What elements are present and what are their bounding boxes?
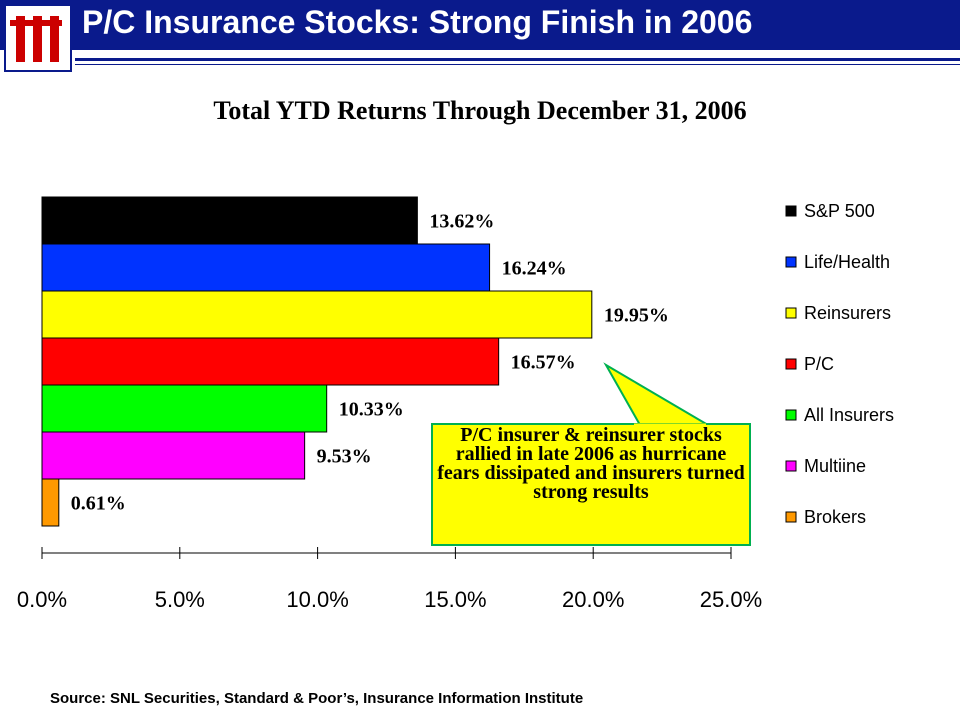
data-label: 9.53% (317, 446, 372, 468)
data-label: 16.57% (511, 352, 576, 374)
source-note: Source: SNL Securities, Standard & Poor’… (50, 690, 584, 707)
header-rule-thin (75, 64, 960, 65)
iii-logo (4, 4, 72, 72)
bar-0 (41, 196, 418, 245)
legend-swatch (785, 409, 797, 421)
legend-label: S&P 500 (804, 201, 875, 221)
callout-pointer (603, 362, 712, 426)
legend-label: P/C (804, 354, 834, 374)
bar-2 (41, 290, 593, 339)
chart-title: Total YTD Returns Through December 31, 2… (213, 96, 747, 125)
x-tick-label: 10.0% (286, 587, 348, 612)
legend-label: Multiine (804, 456, 866, 476)
bar-4 (41, 384, 328, 433)
x-tick-label: 25.0% (700, 587, 762, 612)
legend-swatch (785, 358, 797, 370)
data-label: 13.62% (429, 211, 494, 233)
legend-label: All Insurers (804, 405, 894, 425)
bar-3 (41, 337, 500, 386)
x-tick-label: 0.0% (17, 587, 67, 612)
legend-label: Life/Health (804, 252, 890, 272)
data-label: 0.61% (71, 493, 126, 515)
legend-swatch (785, 205, 797, 217)
legend-swatch (785, 307, 797, 319)
bar-5 (41, 431, 306, 480)
x-tick-label: 15.0% (424, 587, 486, 612)
x-tick-label: 5.0% (155, 587, 205, 612)
data-label: 19.95% (604, 305, 669, 327)
x-tick-label: 20.0% (562, 587, 624, 612)
data-label: 16.24% (502, 258, 567, 280)
header-bar (0, 0, 960, 50)
callout-box (431, 423, 751, 546)
legend-swatch (785, 511, 797, 523)
legend-swatch (785, 256, 797, 268)
bar-6 (41, 478, 60, 527)
legend-swatch (785, 460, 797, 472)
callout-text: P/C insurer & reinsurer stocks rallied i… (437, 424, 745, 503)
data-label: 10.33% (339, 399, 404, 421)
slide-title: P/C Insurance Stocks: Strong Finish in 2… (82, 4, 753, 40)
legend-label: Reinsurers (804, 303, 891, 323)
header-rule (75, 58, 960, 61)
legend-label: Brokers (804, 507, 866, 527)
bar-1 (41, 243, 491, 292)
